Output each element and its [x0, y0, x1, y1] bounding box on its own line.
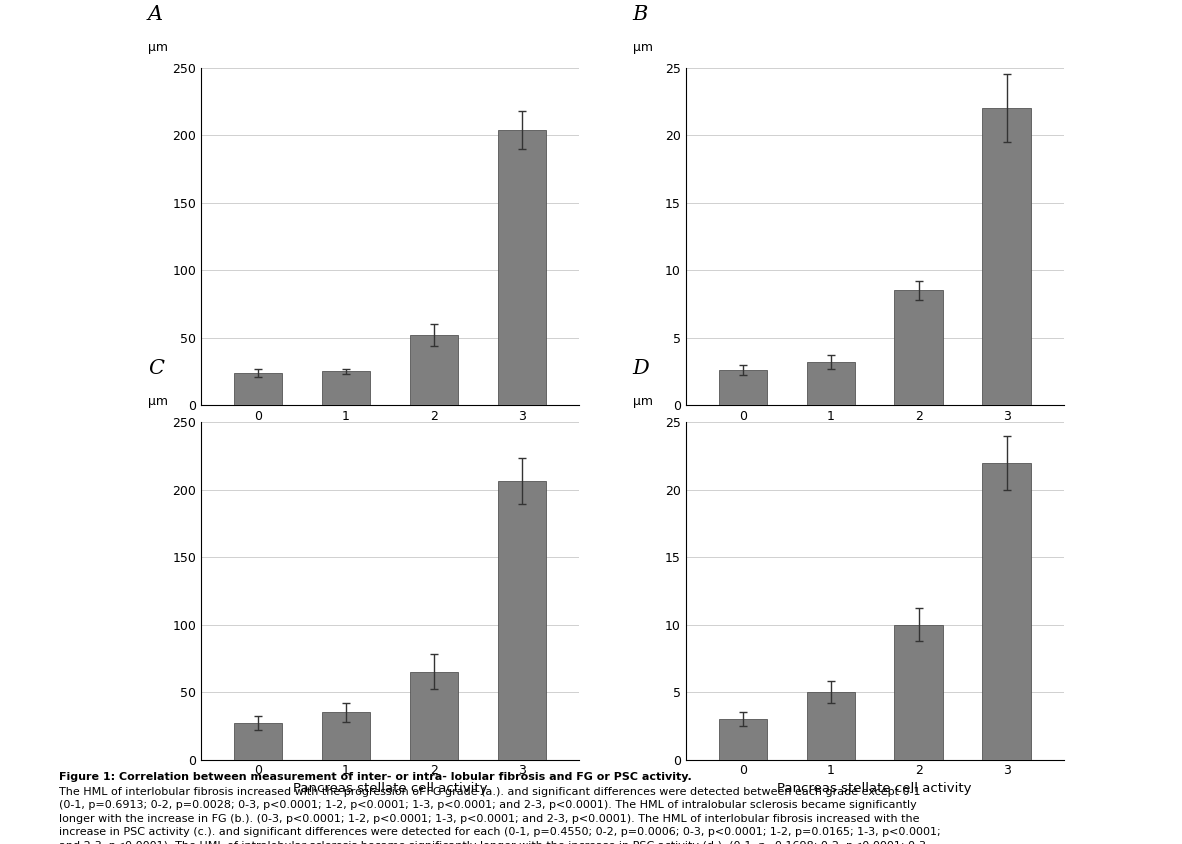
Text: The HML of interlobular fibrosis increased with the progression of FG grade (a.): The HML of interlobular fibrosis increas… — [59, 787, 941, 844]
Text: μm: μm — [632, 41, 652, 54]
Text: Figure 1: Correlation between measurement of inter- or intra- lobular fibrosis a: Figure 1: Correlation between measuremen… — [59, 772, 691, 782]
Bar — [895, 625, 943, 760]
Text: C: C — [148, 359, 164, 378]
Text: A: A — [148, 4, 163, 24]
X-axis label: Fibrosis grade: Fibrosis grade — [829, 427, 921, 441]
X-axis label: Pancreas stellate cell activity: Pancreas stellate cell activity — [293, 782, 487, 795]
Text: μm: μm — [148, 396, 168, 408]
Bar — [322, 712, 370, 760]
Text: B: B — [632, 4, 648, 24]
Bar — [895, 290, 943, 405]
Bar — [322, 371, 370, 405]
X-axis label: Pancreas stellate cell activity: Pancreas stellate cell activity — [778, 782, 972, 795]
Bar — [410, 672, 459, 760]
Bar — [719, 370, 767, 405]
Bar — [410, 335, 459, 405]
Bar — [806, 362, 855, 405]
Bar — [719, 719, 767, 760]
Text: μm: μm — [632, 396, 652, 408]
X-axis label: Fibrosis grade: Fibrosis grade — [344, 427, 436, 441]
Text: D: D — [632, 359, 649, 378]
Bar — [806, 692, 855, 760]
Bar — [234, 723, 282, 760]
Bar — [234, 373, 282, 405]
Bar — [982, 463, 1031, 760]
Text: μm: μm — [148, 41, 168, 54]
Bar — [498, 481, 546, 760]
Bar — [982, 108, 1031, 405]
Bar — [498, 130, 546, 405]
